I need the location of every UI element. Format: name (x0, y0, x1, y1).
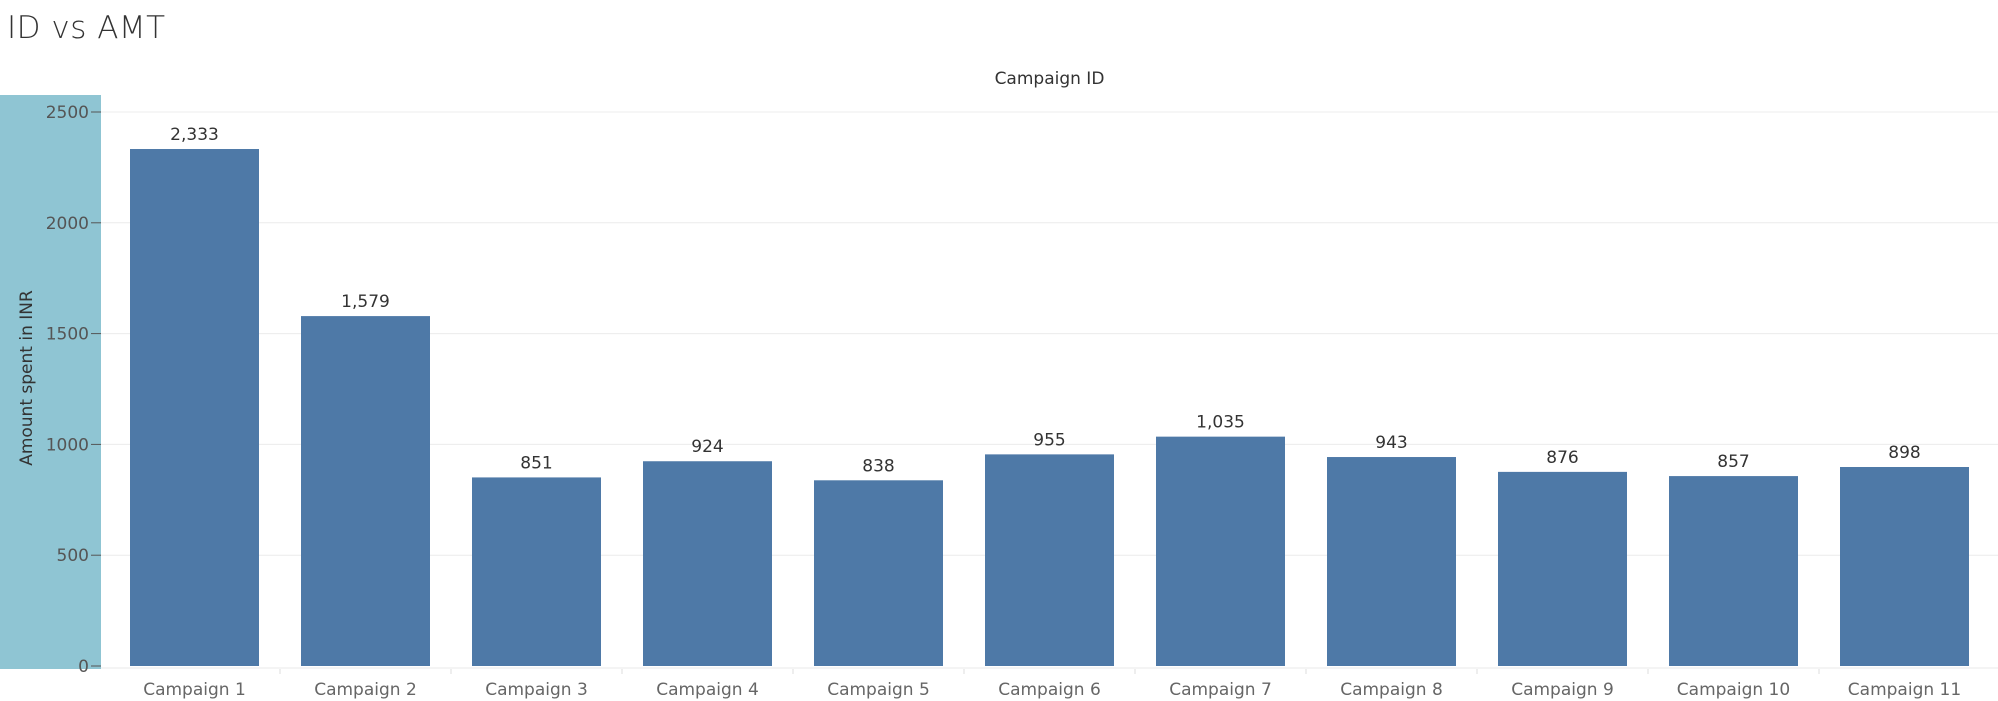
y-axis-band (0, 95, 101, 669)
x-tick-label: Campaign 5 (827, 680, 930, 700)
x-tick-label: Campaign 11 (1848, 680, 1961, 700)
bar (130, 149, 259, 666)
y-tick-label: 1500 (46, 325, 89, 345)
y-tick-label: 0 (78, 657, 89, 677)
data-label: 2,333 (170, 125, 219, 145)
x-tick-label: Campaign 3 (485, 680, 588, 700)
bar (1327, 457, 1456, 666)
bar (1840, 467, 1969, 666)
bar (1498, 471, 1627, 666)
y-tick-label: 500 (57, 546, 89, 566)
x-tick-label: Campaign 7 (1169, 680, 1272, 700)
data-label: 851 (520, 453, 552, 473)
data-label: 943 (1375, 433, 1407, 453)
data-label: 1,579 (341, 292, 390, 312)
x-tick-label: Campaign 10 (1677, 680, 1790, 700)
data-label: 838 (862, 456, 894, 476)
data-label: 898 (1888, 443, 1920, 463)
data-label: 1,035 (1196, 413, 1245, 433)
bar (814, 480, 943, 666)
y-tick-label: 1000 (46, 435, 89, 455)
x-tick-label: Campaign 2 (314, 680, 417, 700)
chart-title: ID vs AMT (7, 10, 166, 46)
data-label: 955 (1033, 430, 1065, 450)
x-tick-label: Campaign 1 (143, 680, 246, 700)
bar (301, 316, 430, 666)
bar (985, 454, 1114, 666)
y-tick-label: 2000 (46, 214, 89, 234)
x-tick-label: Campaign 6 (998, 680, 1101, 700)
data-label: 924 (691, 437, 723, 457)
x-tick-label: Campaign 9 (1511, 680, 1614, 700)
data-label: 857 (1717, 452, 1749, 472)
bar (643, 461, 772, 666)
x-axis-title: Campaign ID (994, 69, 1105, 89)
x-tick-label: Campaign 8 (1340, 680, 1443, 700)
y-tick-label: 2500 (46, 103, 89, 123)
bar (1669, 476, 1798, 666)
x-tick-label: Campaign 4 (656, 680, 759, 700)
data-label: 876 (1546, 448, 1578, 468)
bar (1156, 436, 1285, 666)
bar (472, 477, 601, 666)
